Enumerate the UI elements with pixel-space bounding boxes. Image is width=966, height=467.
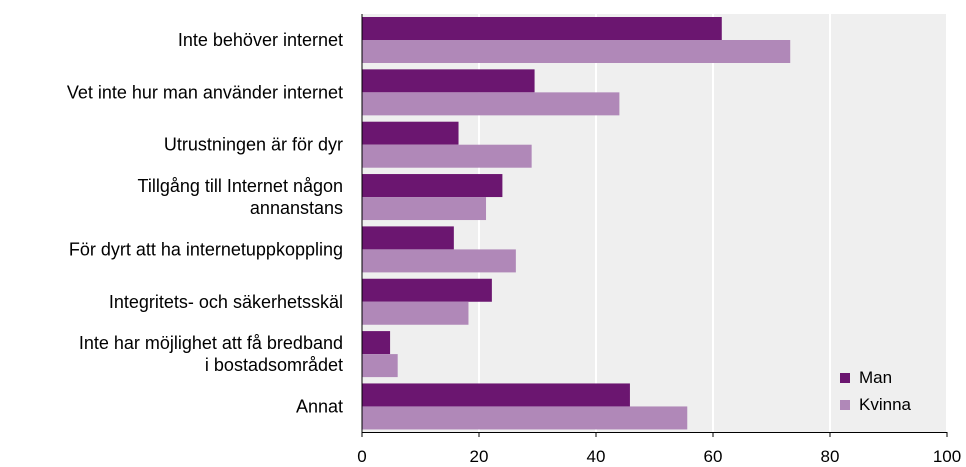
bar-kvinna-6: [362, 354, 398, 378]
legend-label-man: Man: [859, 368, 892, 387]
x-tick-label: 80: [821, 447, 840, 466]
category-labels: Inte behöver internet Vet inte hur man an…: [67, 30, 343, 416]
bar-man-5: [362, 278, 492, 302]
category-label: Integritets- och säkerhetsskäl: [109, 292, 343, 312]
bar-kvinna-1: [362, 92, 620, 116]
legend-swatch-kvinna: [840, 400, 850, 410]
x-tick-label: 20: [470, 447, 489, 466]
category-label: Inte har möjlighet att få bredband: [79, 333, 343, 353]
bar-kvinna-0: [362, 40, 791, 63]
category-label: Utrustningen är för dyr: [164, 135, 343, 155]
category-label: annanstans: [250, 198, 343, 218]
category-label: i bostadsområdet: [205, 355, 343, 375]
x-tick-label: 60: [704, 447, 723, 466]
x-tick-label: 100: [933, 447, 961, 466]
bar-man-0: [362, 17, 722, 40]
legend-label-kvinna: Kvinna: [859, 395, 912, 414]
category-label: Annat: [296, 396, 343, 416]
legend-swatch-man: [840, 373, 850, 383]
bar-man-1: [362, 69, 535, 93]
x-tick-label: 0: [357, 447, 366, 466]
category-label: Inte behöver internet: [178, 30, 343, 50]
category-label: För dyrt att ha internetuppkoppling: [69, 239, 343, 259]
bar-kvinna-4: [362, 249, 516, 273]
bar-man-7: [362, 383, 630, 407]
bar-man-6: [362, 331, 391, 355]
bar-kvinna-7: [362, 406, 688, 430]
x-axis-ticks: 0 20 40 60 80 100: [357, 432, 961, 466]
category-label: Vet inte hur man använder internet: [67, 82, 343, 102]
bar-kvinna-5: [362, 301, 469, 325]
bar-man-3: [362, 174, 503, 198]
bar-kvinna-3: [362, 197, 487, 221]
bar-man-4: [362, 226, 454, 250]
legend: Man Kvinna: [840, 368, 912, 414]
bars: [362, 17, 791, 430]
bar-kvinna-2: [362, 144, 532, 168]
x-tick-label: 40: [587, 447, 606, 466]
bar-man-2: [362, 121, 459, 145]
category-label: Tillgång till Internet någon: [138, 176, 343, 196]
